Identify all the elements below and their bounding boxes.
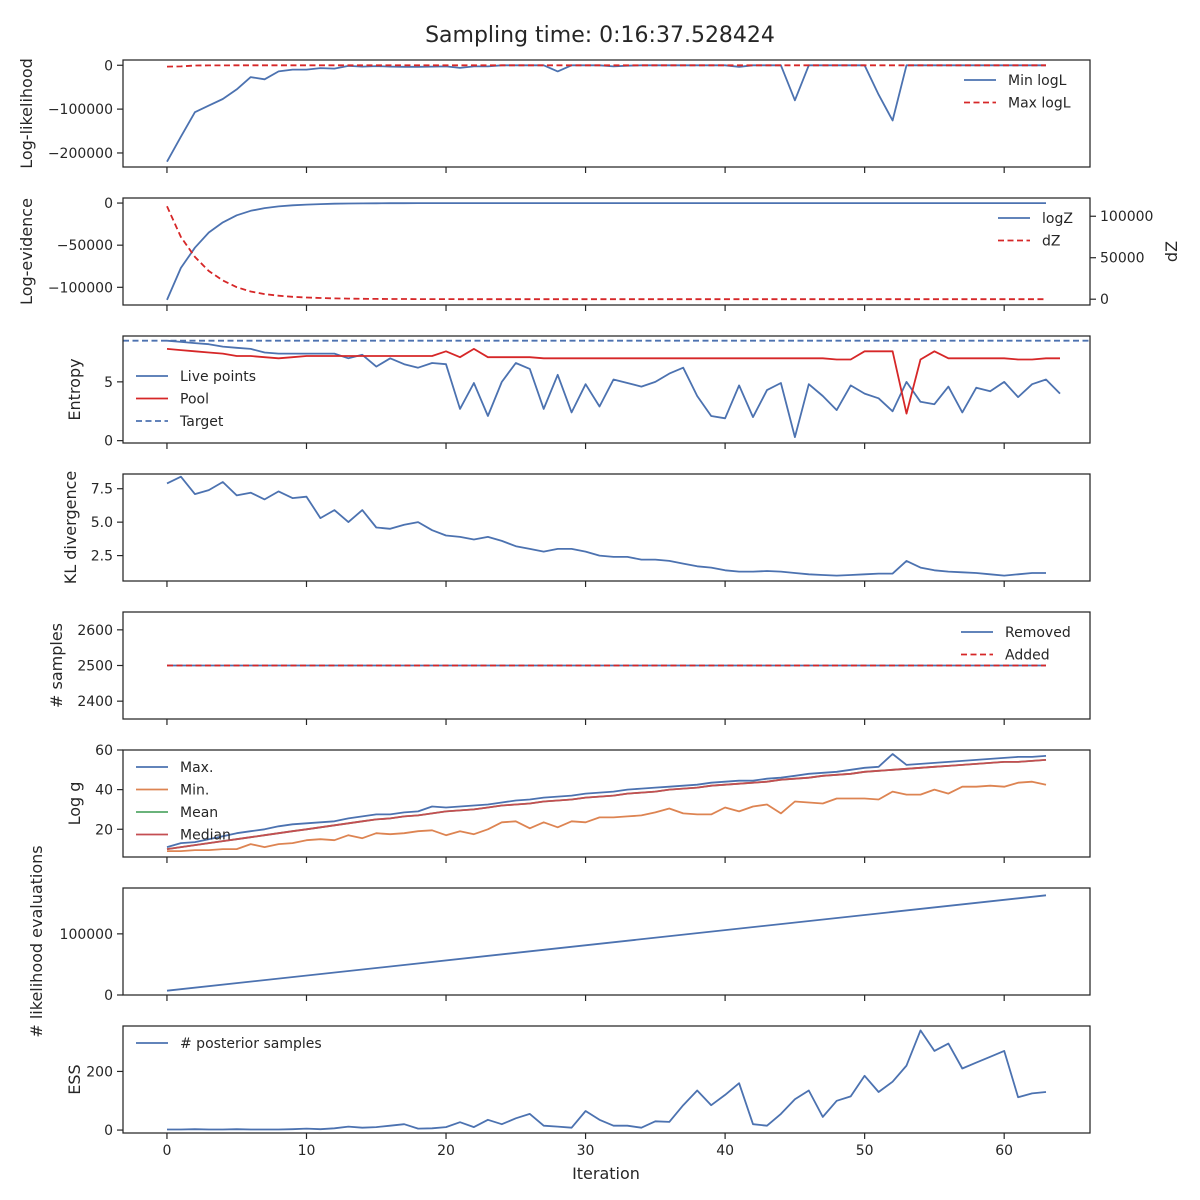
plot-area [166,753,1047,852]
y-axis-label: Log-evidence [17,198,36,305]
plot-area [123,339,1090,439]
y-tick-label: 0 [104,434,113,450]
series-min [167,780,1047,852]
legend-label: dZ [1042,234,1060,250]
legend-label: Max. [180,760,213,776]
y-tick-label: 5 [104,375,113,391]
y-axis-label: Log g [65,782,84,826]
y-tick-label: 100000 [60,927,113,943]
series-logz [166,202,1046,301]
x-tick-label: 20 [437,1143,455,1159]
series-live-points [166,339,1061,439]
y-tick-label: −200000 [48,146,113,162]
axes-frame [122,1025,1091,1134]
plot-area [166,202,1046,301]
series-mean [166,759,1047,850]
plot-area [166,475,1046,577]
y-tick-label: 20 [95,822,113,838]
y-tick-label: 60 [95,743,113,759]
axes-frame [122,335,1091,444]
plot-area [166,64,1046,163]
panel-8: 0 200 0 10 20 30 40 50 60 ESS # posterior samples [65,1025,1091,1159]
y2-tick-label: 50000 [1100,251,1145,267]
y-tick-label: 2500 [77,659,113,675]
axes-frame [122,749,1091,858]
y-tick-label: 5.0 [91,515,113,531]
legend-label: Pool [180,392,209,408]
legend-label: Live points [180,369,256,385]
x-tick-label: 0 [162,1143,171,1159]
legend: logZ dZ [998,211,1073,250]
y2-axis-label: dZ [1162,241,1181,262]
series-max [166,753,1047,848]
y-tick-label: 2600 [77,623,113,639]
y2-tick-label: 100000 [1100,209,1153,225]
legend: Live points Pool Target [136,369,256,430]
y-tick-label: 0 [104,196,113,212]
legend: Max. Min. Mean Median [136,760,231,844]
x-tick-label: 60 [995,1143,1013,1159]
legend-label: Added [1005,648,1050,664]
plot-area [167,1029,1047,1131]
legend-label: Mean [180,805,218,821]
y-tick-label: 0 [104,1123,113,1139]
panel-5: 2400 2500 2600 # samples Removed Added [47,611,1091,725]
legend: Min logL Max logL [964,73,1071,112]
y-tick-label: −50000 [57,238,113,254]
y-tick-label: 2400 [77,694,113,710]
series-pool [166,347,1060,415]
series-max-logl [166,64,1046,68]
y-tick-label: 7.5 [91,482,113,498]
axes-frame [122,197,1091,306]
y-axis-label: KL divergence [61,471,80,584]
y-axis-label: Entropy [65,358,84,420]
x-axis-label: Iteration [572,1164,640,1183]
y-axis-label: ESS [65,1064,84,1094]
axes-frame [122,473,1091,582]
x-tick-label: 40 [716,1143,734,1159]
y2-tick-label: 0 [1100,292,1109,308]
figure-title: Sampling time: 0:16:37.528424 [425,23,775,48]
panel-7: 0 100000 # likelihood evaluations [27,845,1091,1038]
y-axis-label: Log-likelihood [17,58,36,169]
series-min-logl [166,64,1046,163]
x-tick-label: 30 [577,1143,595,1159]
panel-3: 0 5 Entropy Live points Pool Target [65,335,1091,450]
plot-area [166,894,1047,992]
legend-label: Min. [180,783,209,799]
y-tick-label: −100000 [48,280,113,296]
y-tick-label: −100000 [48,102,113,118]
y-tick-label: 40 [95,783,113,799]
legend: # posterior samples [136,1036,322,1052]
y-tick-label: 200 [86,1064,113,1080]
y-axis-label: # likelihood evaluations [27,845,46,1037]
panels-container: 0 −100000 −200000 Log-likelihood Min logL Max… [17,58,1181,1159]
legend-label: Max logL [1008,96,1071,112]
y-tick-label: 0 [104,58,113,74]
legend-label: # posterior samples [180,1036,322,1052]
panel-2: 0 −50000 −100000 0 50000 100000 dZ Log-evidence… [17,196,1181,311]
legend-label: Median [180,828,231,844]
panel-1: 0 −100000 −200000 Log-likelihood Min logL Max… [17,58,1091,173]
legend: Removed Added [961,625,1071,664]
series-line [166,894,1047,992]
legend-label: Removed [1005,625,1071,641]
y-tick-label: 2.5 [91,549,113,565]
x-tick-label: 50 [856,1143,874,1159]
legend-label: Min logL [1008,73,1067,89]
y-axis-label: # samples [47,623,66,708]
legend-label: logZ [1042,211,1073,227]
legend-label: Target [179,414,224,430]
series-dz [166,205,1046,301]
series-line [166,475,1046,577]
panel-6: 20 40 60 Log g Max. Min. Mean Median [65,743,1091,863]
axes-frame [122,59,1091,168]
panel-4: 2.5 5.0 7.5 KL divergence [61,471,1091,587]
x-tick-label: 10 [298,1143,316,1159]
series-median [166,759,1047,850]
series--posterior-samples [167,1029,1047,1131]
axes-frame [122,887,1091,996]
y-tick-label: 0 [104,988,113,1004]
